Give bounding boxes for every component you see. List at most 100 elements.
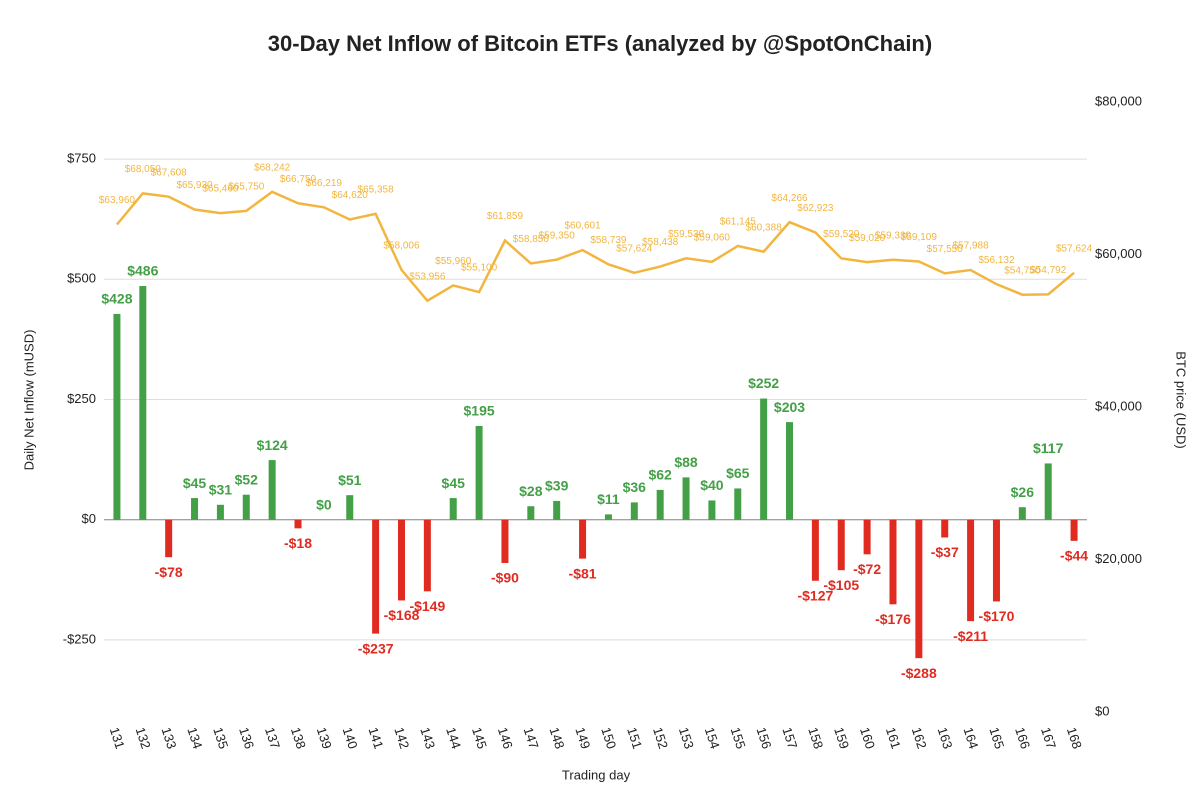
data-label: $117 xyxy=(1033,440,1064,456)
bar xyxy=(682,477,690,520)
bar xyxy=(294,519,302,529)
bar xyxy=(630,502,638,520)
y-tick-label: $750 xyxy=(67,151,96,166)
price-label: $64,620 xyxy=(332,190,369,201)
x-tick-label: 165 xyxy=(986,725,1007,750)
bar xyxy=(113,313,121,520)
price-label: $56,132 xyxy=(978,255,1015,266)
bar xyxy=(372,519,380,634)
x-axis-title: Trading day xyxy=(562,767,631,782)
x-tick-label: 139 xyxy=(314,725,335,750)
x-tick-label: 137 xyxy=(262,725,283,750)
bar xyxy=(837,519,845,571)
y-axis-title: Daily Net Inflow (mUSD) xyxy=(21,330,36,471)
data-label: -$237 xyxy=(358,640,394,656)
x-tick-label: 136 xyxy=(236,725,257,750)
price-label: $68,242 xyxy=(254,163,291,174)
x-tick-label: 133 xyxy=(159,725,180,750)
x-tick-label: 135 xyxy=(210,725,231,750)
x-tick-label: 141 xyxy=(365,725,386,750)
bar xyxy=(346,495,354,520)
bar xyxy=(449,498,457,520)
price-label: $65,750 xyxy=(228,181,265,192)
bar xyxy=(915,519,923,659)
data-label: $428 xyxy=(101,291,132,307)
x-tick-label: 142 xyxy=(391,725,412,750)
price-label: $64,266 xyxy=(771,193,808,204)
x-tick-label: 145 xyxy=(469,725,490,750)
bar xyxy=(475,425,483,520)
x-tick-label: 153 xyxy=(676,725,697,750)
bar xyxy=(786,422,794,520)
x-tick-label: 163 xyxy=(935,725,956,750)
bar xyxy=(216,504,224,520)
y-tick-label: $250 xyxy=(67,391,96,406)
x-tick-label: 143 xyxy=(417,725,438,750)
y-tick-label: -$250 xyxy=(63,631,96,646)
price-line xyxy=(115,190,1075,303)
data-label: -$18 xyxy=(284,535,312,551)
data-label: $11 xyxy=(597,491,620,507)
x-tick-label: 131 xyxy=(107,725,128,750)
bar xyxy=(191,498,199,520)
y2-tick-label: $0 xyxy=(1095,703,1109,718)
y2-tick-label: $40,000 xyxy=(1095,399,1142,414)
y-tick-label: $500 xyxy=(67,271,96,286)
x-tick-label: 140 xyxy=(340,725,361,750)
data-label: $124 xyxy=(257,437,288,453)
x-tick-label: 168 xyxy=(1064,725,1085,750)
chart-title: 30-Day Net Inflow of Bitcoin ETFs (analy… xyxy=(268,31,932,56)
y2-tick-label: $60,000 xyxy=(1095,246,1142,261)
price-label: $58,006 xyxy=(383,241,420,252)
data-label: $28 xyxy=(519,483,543,499)
data-label: $31 xyxy=(209,481,233,497)
x-tick-label: 159 xyxy=(831,725,852,750)
bar xyxy=(527,506,535,520)
bar xyxy=(992,519,1000,602)
x-tick-label: 154 xyxy=(702,725,723,750)
data-label: -$288 xyxy=(901,665,937,681)
data-label: $62 xyxy=(648,467,672,483)
data-label: -$37 xyxy=(931,544,959,560)
x-tick-label: 132 xyxy=(133,725,154,750)
data-label: -$90 xyxy=(491,570,519,586)
x-tick-label: 166 xyxy=(1012,725,1033,750)
price-label: $59,520 xyxy=(823,229,860,240)
data-label: -$211 xyxy=(953,628,988,644)
price-label: $59,109 xyxy=(901,232,938,243)
data-label: -$170 xyxy=(979,608,1015,624)
data-label: $252 xyxy=(748,375,779,391)
bar xyxy=(579,519,587,559)
price-label: $66,750 xyxy=(280,174,317,185)
price-label: $65,930 xyxy=(176,180,213,191)
x-tick-label: 150 xyxy=(598,725,619,750)
bar xyxy=(268,460,276,520)
x-tick-label: 144 xyxy=(443,725,464,750)
x-tick-label: 160 xyxy=(857,725,878,750)
x-tick-label: 149 xyxy=(572,725,593,750)
data-label: -$44 xyxy=(1060,548,1088,564)
price-label: $57,550 xyxy=(927,244,964,255)
bar xyxy=(863,519,871,555)
bar xyxy=(941,519,949,538)
price-label: $58,850 xyxy=(513,234,550,245)
price-label: $57,624 xyxy=(616,243,653,254)
price-label: $54,792 xyxy=(1030,265,1067,276)
price-label: $59,020 xyxy=(849,233,886,244)
price-label: $59,530 xyxy=(668,229,705,240)
x-tick-label: 162 xyxy=(909,725,930,750)
price-label: $62,923 xyxy=(797,203,834,214)
price-label: $65,460 xyxy=(202,184,239,195)
x-tick-label: 152 xyxy=(650,725,671,750)
bar xyxy=(967,519,975,622)
data-label: $195 xyxy=(464,403,495,419)
bar xyxy=(397,519,405,601)
price-label: $65,358 xyxy=(358,184,395,195)
bar xyxy=(889,519,897,605)
bar xyxy=(734,488,742,520)
data-label: -$81 xyxy=(569,565,597,581)
price-label: $61,859 xyxy=(487,211,524,222)
data-label: $36 xyxy=(623,479,647,495)
price-label: $60,388 xyxy=(746,222,783,233)
